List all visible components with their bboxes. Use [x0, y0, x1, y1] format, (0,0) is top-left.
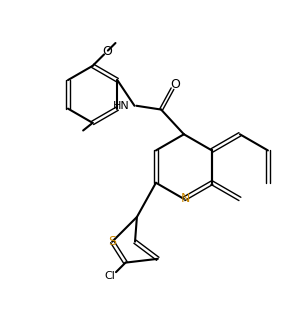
Text: S: S	[108, 235, 116, 248]
Text: Cl: Cl	[105, 271, 116, 281]
Text: HN: HN	[113, 101, 130, 111]
Text: N: N	[181, 192, 191, 205]
Text: O: O	[171, 78, 181, 91]
Text: O: O	[102, 45, 112, 58]
